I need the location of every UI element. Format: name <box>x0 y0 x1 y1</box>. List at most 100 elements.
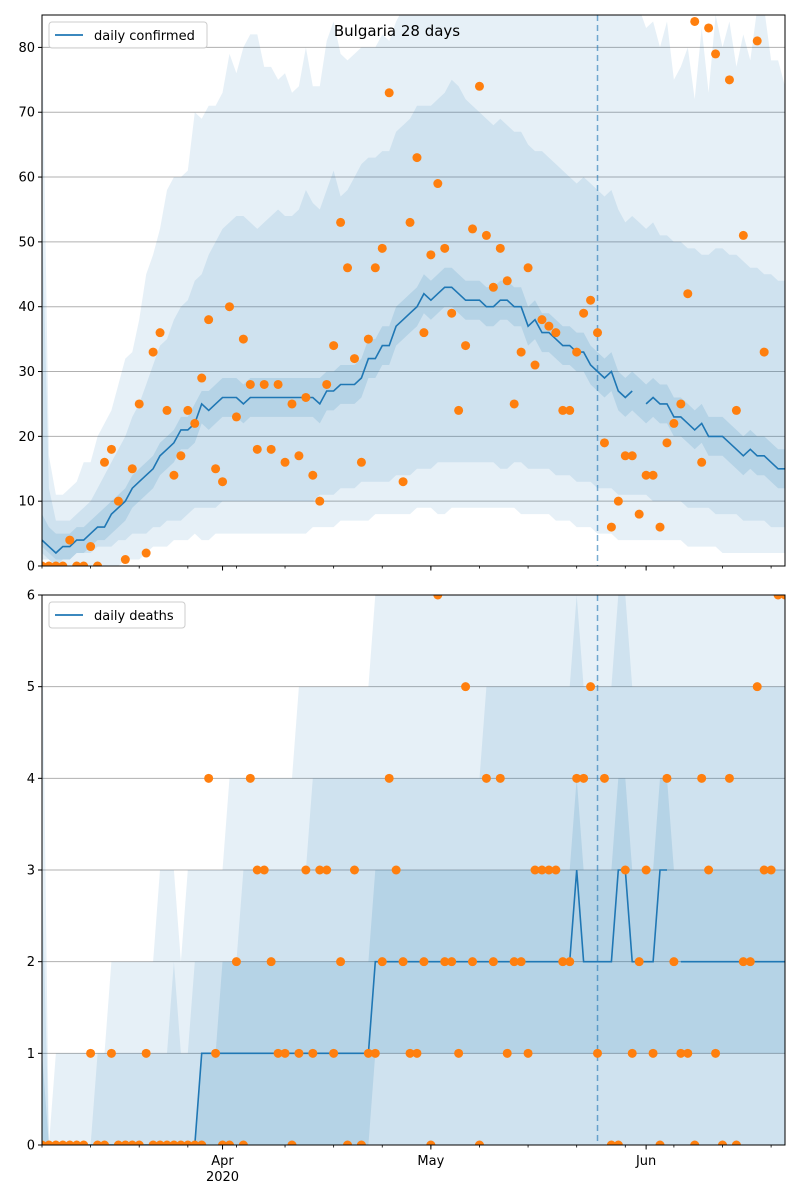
series-line <box>645 396 785 470</box>
observed-point <box>530 865 540 875</box>
observed-point <box>218 477 228 487</box>
axes-frame <box>41 14 786 567</box>
y-tick-label: 40 <box>18 300 35 315</box>
observed-point <box>627 451 637 461</box>
x-tick-sublabel: 2020 <box>206 1170 239 1185</box>
observed-point <box>676 1048 686 1058</box>
observed-point <box>509 399 519 409</box>
observed-point <box>419 957 429 967</box>
observed-point <box>454 405 464 415</box>
observed-point <box>669 418 679 428</box>
observed-point <box>398 957 408 967</box>
observed-point <box>134 1140 144 1145</box>
observed-point <box>648 1048 658 1058</box>
observed-point <box>148 1140 158 1145</box>
observed-point <box>245 379 255 389</box>
observed-point <box>558 405 568 415</box>
observed-point <box>433 179 443 189</box>
observed-point <box>440 243 450 253</box>
y-tick-label: 20 <box>18 430 35 445</box>
observed-point <box>266 444 276 454</box>
observed-point <box>759 865 769 875</box>
observed-point <box>322 379 332 389</box>
observed-point <box>120 1140 130 1145</box>
observed-point <box>738 957 748 967</box>
observed-point <box>197 373 207 383</box>
observed-point <box>273 1048 283 1058</box>
observed-point <box>655 522 665 532</box>
observed-point <box>419 328 429 338</box>
observed-point <box>343 263 353 273</box>
observed-point <box>711 1048 721 1058</box>
observed-point <box>766 865 776 875</box>
observed-point <box>322 865 332 875</box>
observed-point <box>599 438 609 448</box>
observed-point <box>662 438 672 448</box>
observed-point <box>551 865 561 875</box>
legend: daily confirmed <box>48 21 208 49</box>
observed-point <box>79 561 89 566</box>
observed-point <box>558 957 568 967</box>
y-tick-label: 0 <box>27 1139 35 1154</box>
observed-point <box>599 773 609 783</box>
observed-point <box>426 1140 436 1145</box>
observed-point <box>301 392 311 402</box>
observed-point <box>697 773 707 783</box>
observed-point <box>315 865 325 875</box>
observed-point <box>224 1140 234 1145</box>
observed-point <box>176 1140 186 1145</box>
observed-point <box>113 1140 123 1145</box>
observed-point <box>384 88 394 98</box>
observed-point <box>259 379 269 389</box>
observed-point <box>294 1048 304 1058</box>
observed-point <box>190 1140 200 1145</box>
observed-point <box>65 535 75 545</box>
observed-point <box>537 865 547 875</box>
observed-point <box>579 308 589 318</box>
observed-point <box>106 444 116 454</box>
observed-point <box>280 1048 290 1058</box>
observed-point <box>731 1140 741 1145</box>
observed-point <box>711 49 721 59</box>
observed-point <box>613 496 623 506</box>
y-tick-label: 6 <box>27 589 35 604</box>
observed-point <box>218 1140 228 1145</box>
observed-point <box>127 1140 137 1145</box>
observed-point <box>93 1140 103 1145</box>
observed-point <box>523 1048 533 1058</box>
observed-point <box>106 1048 116 1058</box>
observed-point <box>169 1140 179 1145</box>
observed-point <box>516 957 526 967</box>
observed-point <box>86 542 96 552</box>
observed-point <box>697 457 707 467</box>
plot-area <box>42 595 785 1145</box>
observed-point <box>488 957 498 967</box>
observed-point <box>593 1048 603 1058</box>
observed-point <box>759 347 769 357</box>
observed-point <box>627 1048 637 1058</box>
observed-point <box>79 1140 89 1145</box>
observed-point <box>634 509 644 519</box>
observed-point <box>502 276 512 286</box>
observed-point <box>238 1140 248 1145</box>
observed-point <box>690 1140 700 1145</box>
y-tick-label: 30 <box>18 365 35 380</box>
observed-point <box>127 464 137 474</box>
observed-point <box>273 379 283 389</box>
observed-point <box>86 1048 96 1058</box>
observed-point <box>294 451 304 461</box>
observed-point <box>363 334 373 344</box>
observed-point <box>72 561 82 566</box>
confirmed-panel: 0 10 20 30 40 50 60 70 80 daily confirmed <box>18 14 786 575</box>
y-tick-label: 50 <box>18 235 35 250</box>
legend-label: daily deaths <box>94 609 174 624</box>
observed-point <box>468 224 478 234</box>
observed-point <box>641 470 651 480</box>
observed-point <box>586 682 596 692</box>
observed-point <box>51 1140 61 1145</box>
observed-point <box>231 412 241 422</box>
observed-point <box>329 341 339 351</box>
observed-point <box>349 354 359 364</box>
observed-point <box>509 957 519 967</box>
